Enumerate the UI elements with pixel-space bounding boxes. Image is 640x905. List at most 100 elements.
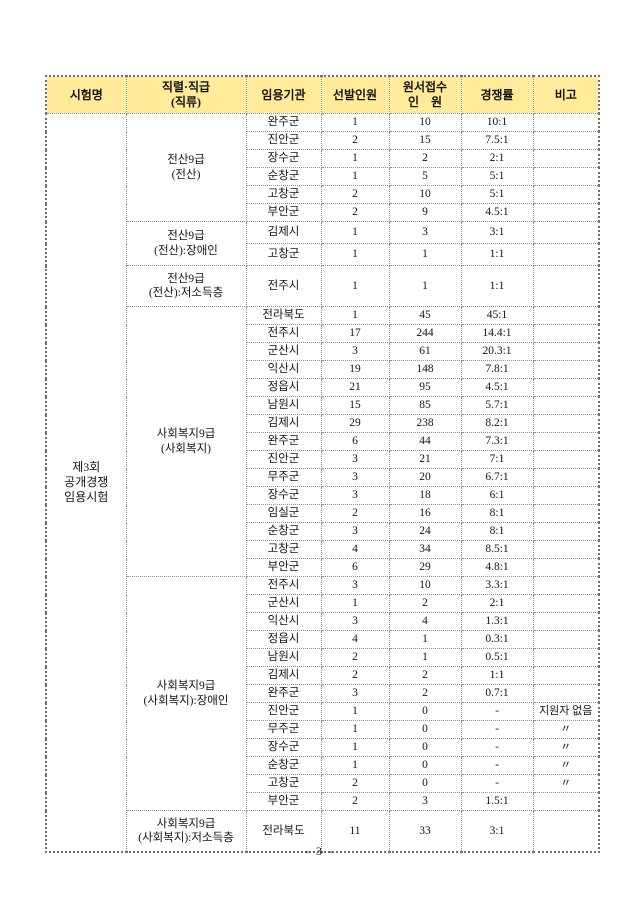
agency-name: 순창군 — [245, 756, 322, 775]
selected-count: 2 — [320, 131, 390, 150]
selected-count: 2 — [320, 666, 390, 685]
competition-ratio: - — [460, 738, 534, 757]
applicant-count: 24 — [388, 522, 462, 541]
selected-count: 1 — [320, 738, 390, 757]
agency-name: 군산시 — [245, 594, 322, 613]
applicant-count: 3 — [388, 221, 462, 244]
applicant-count: 85 — [388, 396, 462, 415]
agency-name: 전주시 — [245, 324, 322, 343]
selected-count: 17 — [320, 324, 390, 343]
agency-name: 순창군 — [245, 522, 322, 541]
note: 〃 — [532, 774, 600, 793]
applicant-count: 45 — [388, 306, 462, 325]
selected-count: 15 — [320, 396, 390, 415]
note: 〃 — [532, 738, 600, 757]
agency-name: 김제시 — [245, 414, 322, 433]
agency-name: 완주군 — [245, 684, 322, 703]
competition-ratio: 20.3:1 — [460, 342, 534, 361]
competition-ratio: - — [460, 774, 534, 793]
agency-name: 익산시 — [245, 360, 322, 379]
selected-count: 1 — [320, 113, 390, 132]
competition-ratio: 5:1 — [460, 167, 534, 186]
applicant-count: 44 — [388, 432, 462, 451]
competition-ratio: - — [460, 756, 534, 775]
agency-name: 김제시 — [245, 666, 322, 685]
agency-name: 정읍시 — [245, 630, 322, 649]
applicant-count: 0 — [388, 774, 462, 793]
selected-count: 4 — [320, 540, 390, 559]
applicant-count: 2 — [388, 594, 462, 613]
agency-name: 전라북도 — [245, 306, 322, 325]
selected-count: 11 — [320, 810, 390, 853]
note — [532, 630, 600, 649]
note: 〃 — [532, 720, 600, 739]
selected-count: 6 — [320, 558, 390, 577]
note — [532, 810, 600, 853]
table-row: 순창군 3 24 8:1 — [46, 522, 600, 541]
agency-name: 부안군 — [245, 558, 322, 577]
applicant-count: 95 — [388, 378, 462, 397]
header-agency: 임용기관 — [245, 75, 322, 114]
table-row: 제3회 공개경쟁 임용시험 전산9급 (전산) 완주군 1 10 10:1 — [45, 113, 600, 853]
competition-ratio: 7:1 — [460, 450, 534, 469]
competition-ratio: 7.5:1 — [460, 131, 534, 150]
applicant-count: 16 — [388, 504, 462, 523]
applicant-count: 10 — [388, 185, 462, 204]
selected-count: 3 — [320, 576, 390, 595]
applicant-count: 3 — [388, 792, 462, 811]
category-label: 사회복지9급 (사회복지):저소득층 — [125, 810, 247, 853]
note — [532, 450, 600, 469]
note — [532, 504, 600, 523]
note: 지원자 없음 — [532, 702, 600, 721]
selected-count: 21 — [320, 378, 390, 397]
table-row: 고창군 1 1 1:1 — [46, 243, 600, 266]
table-row: 전산9급 (전산):장애인 김제시 1 3 3:1 — [46, 221, 600, 266]
selected-count: 1 — [320, 167, 390, 186]
header-exam-name: 시험명 — [45, 75, 127, 114]
competition-ratio: 2:1 — [460, 594, 534, 613]
agency-name: 부안군 — [245, 203, 322, 222]
agency-name: 고창군 — [245, 185, 322, 204]
selected-count: 6 — [320, 432, 390, 451]
selected-count: 3 — [320, 486, 390, 505]
applicant-count: 0 — [388, 720, 462, 739]
competition-ratio: - — [460, 702, 534, 721]
note — [532, 342, 600, 361]
table-row: 군산시 1 2 2:1 — [46, 594, 600, 613]
selected-count: 1 — [320, 756, 390, 775]
agency-name: 남원시 — [245, 648, 322, 667]
table-row: 완주군 6 44 7.3:1 — [46, 432, 600, 451]
selected-count: 19 — [320, 360, 390, 379]
applicant-count: 34 — [388, 540, 462, 559]
note — [532, 185, 600, 204]
applicant-count: 148 — [388, 360, 462, 379]
selected-count: 1 — [320, 720, 390, 739]
table-row: 고창군 2 10 5:1 — [46, 185, 600, 204]
competition-ratio: 8.5:1 — [460, 540, 534, 559]
competition-ratio: 7.3:1 — [460, 432, 534, 451]
applicant-count: 4 — [388, 612, 462, 631]
competition-ratio: 0.3:1 — [460, 630, 534, 649]
selected-count: 29 — [320, 414, 390, 433]
competition-ratio: 8.2:1 — [460, 414, 534, 433]
table-row: 진안군 2 15 7.5:1 — [46, 131, 600, 150]
category-label: 사회복지9급 (사회복지):장애인 — [125, 576, 247, 811]
competition-ratio: 5:1 — [460, 185, 534, 204]
agency-name: 전주시 — [245, 265, 322, 307]
applicant-count: 21 — [388, 450, 462, 469]
table-row: 고창군 2 0- 〃 — [46, 774, 600, 793]
selected-count: 1 — [320, 149, 390, 168]
table-row: 정읍시 21 95 4.5:1 — [46, 378, 600, 397]
agency-name: 익산시 — [245, 612, 322, 631]
note — [532, 414, 600, 433]
agency-name: 전라북도 — [245, 810, 322, 853]
agency-name: 고창군 — [245, 243, 322, 266]
competition-ratio: 14.4:1 — [460, 324, 534, 343]
agency-name: 순창군 — [245, 167, 322, 186]
competition-ratio: 6:1 — [460, 486, 534, 505]
competition-ratio: 0.7:1 — [460, 684, 534, 703]
competition-ratio: 2:1 — [460, 149, 534, 168]
note — [532, 792, 600, 811]
selected-count: 3 — [320, 684, 390, 703]
competition-ratio: - — [460, 720, 534, 739]
